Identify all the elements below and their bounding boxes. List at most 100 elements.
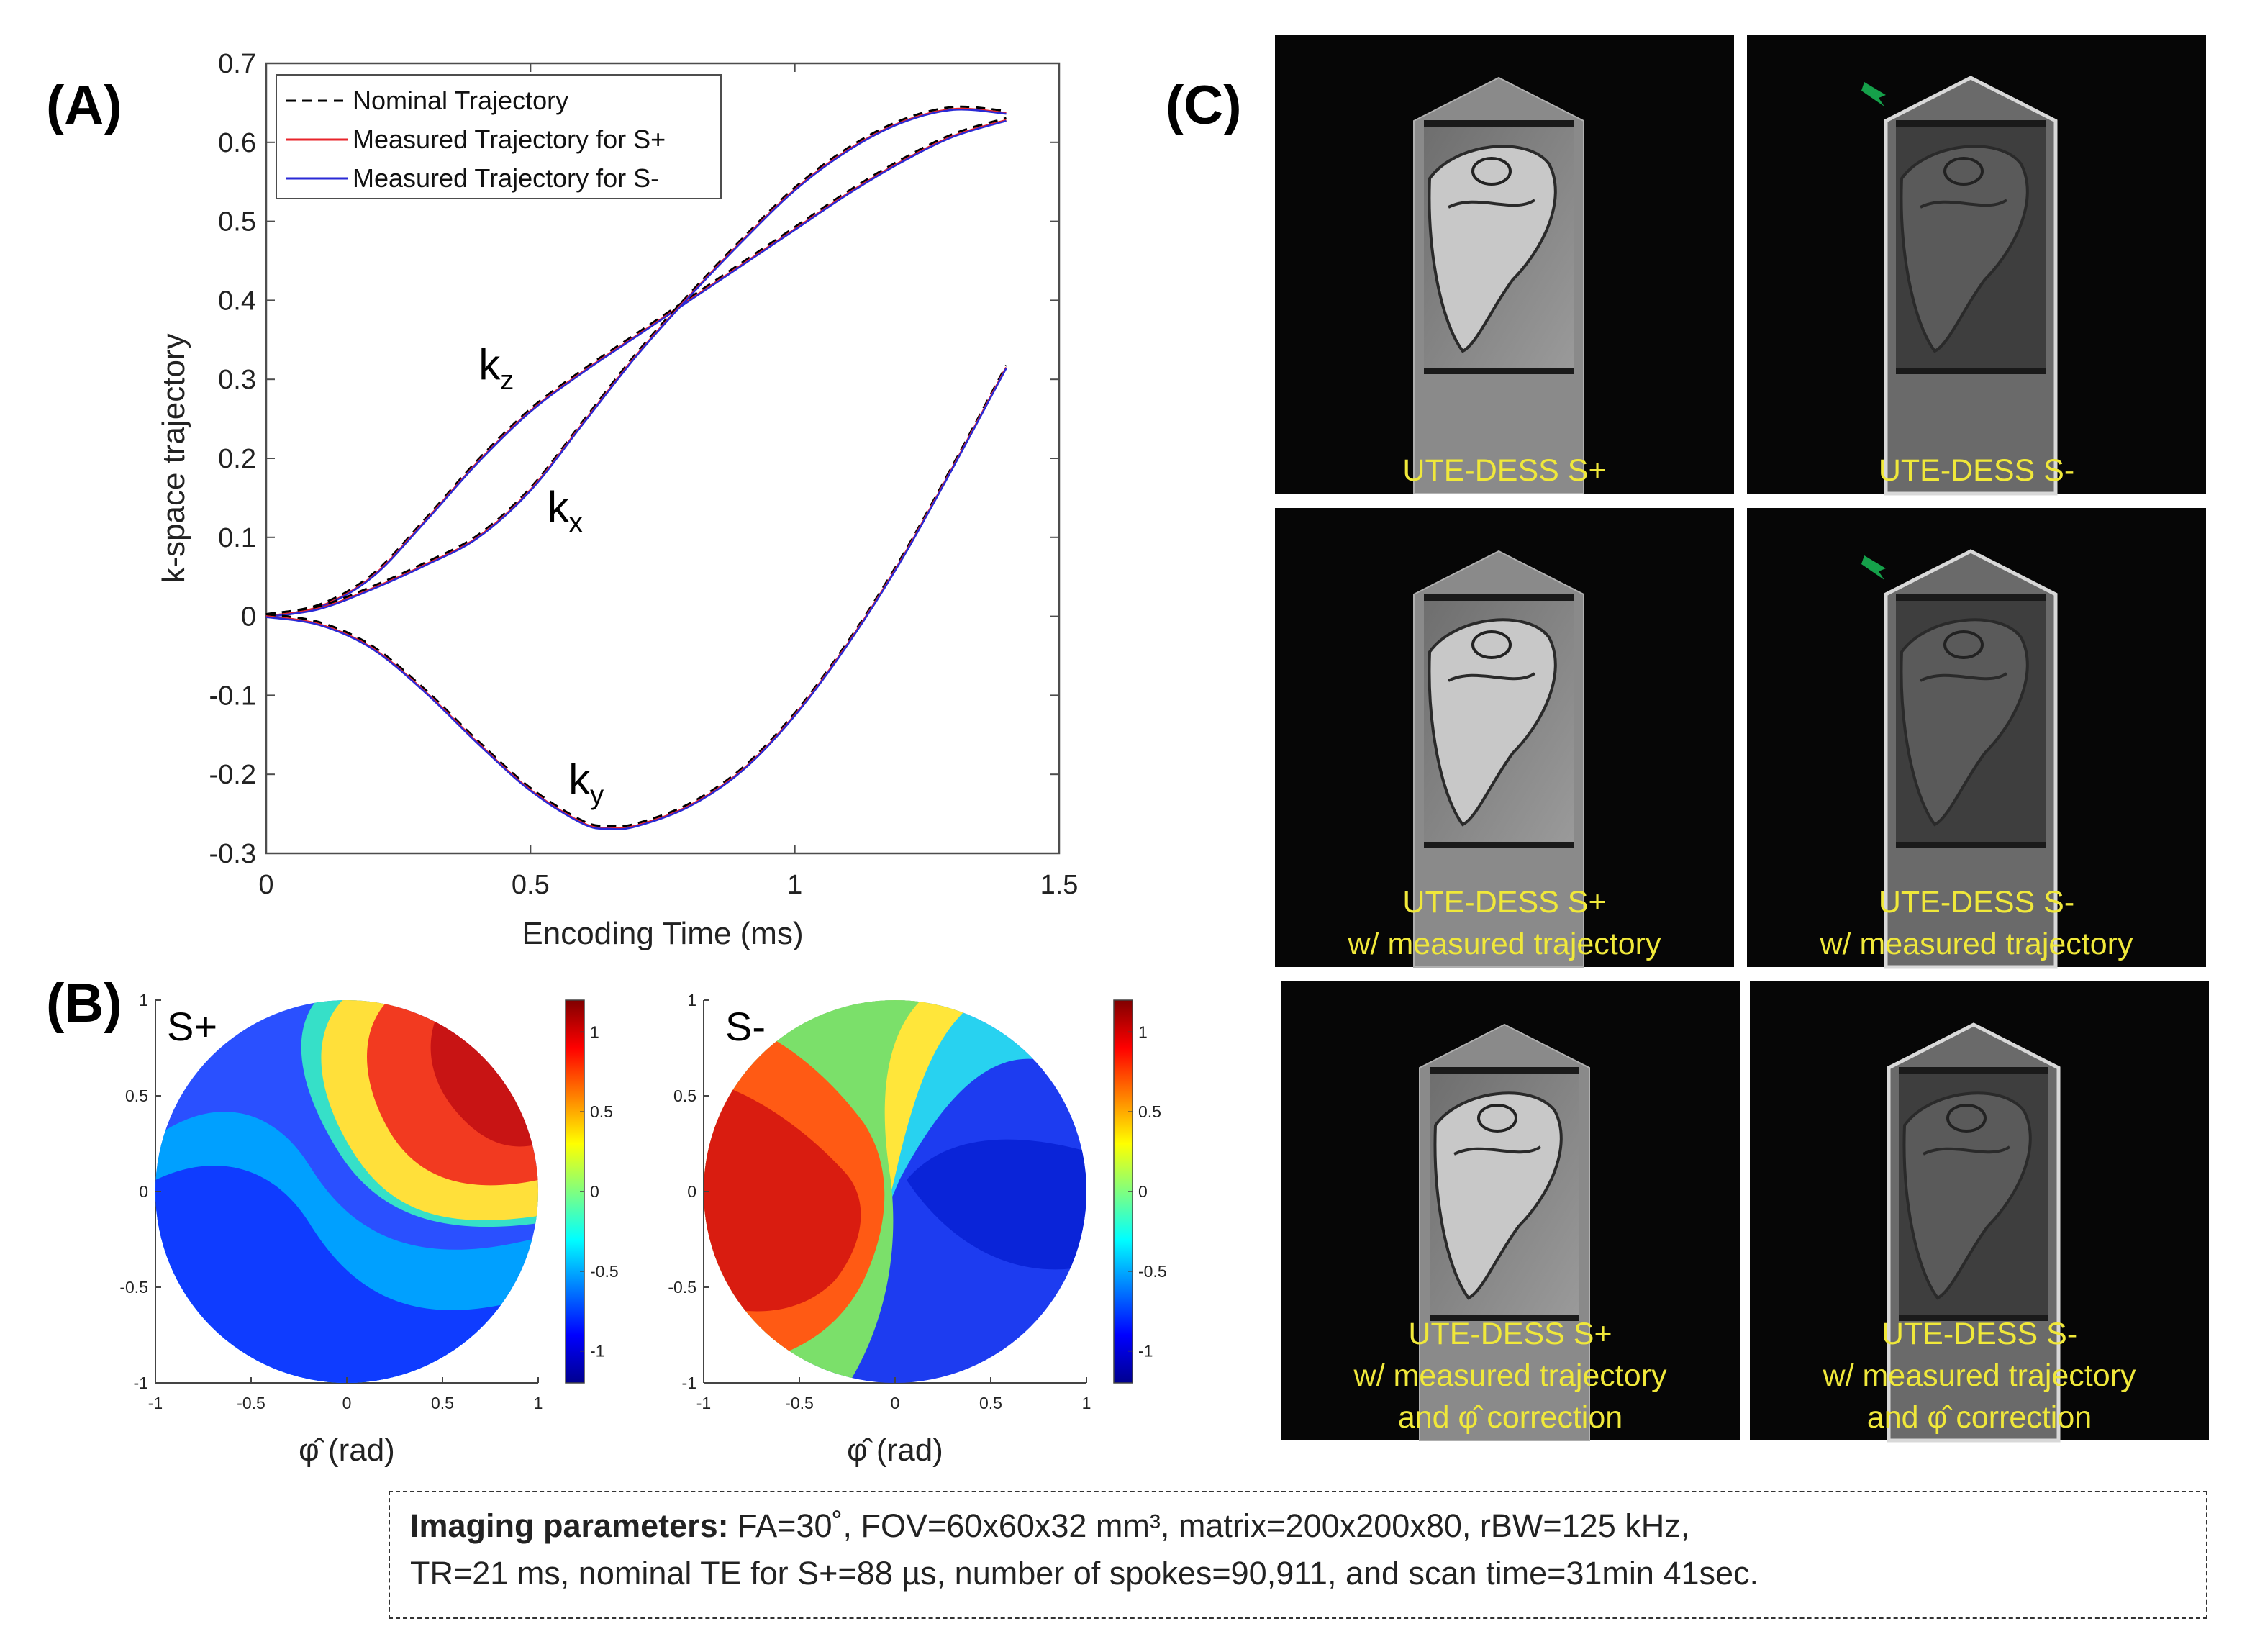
x-axis-label: Encoding Time (ms) [522,916,803,951]
curve-label-base: k [478,340,501,389]
sminus-kz-line [266,119,1007,618]
tissue-sample [1900,618,2029,827]
map-y-tick-label: -0.5 [668,1278,696,1297]
tissue-contour [1923,1145,2011,1156]
map-y-tick-label: 0.5 [125,1086,148,1105]
y-tick-label: 0.6 [218,128,256,158]
params-line-2: TR=21 ms, nominal TE for S+=88 µs, numbe… [410,1555,1759,1592]
mri-caption-line: UTE-DESS S- [1882,1317,2077,1351]
y-tick-label: -0.3 [209,839,256,869]
curve-label-sub: y [590,781,604,811]
mri-caption-line: w/ measured trajectory [1348,927,1661,961]
legend-entry-nominal: Nominal Trajectory [353,86,568,115]
mri-image-c12: UTE-DESS S- [1747,35,2206,496]
splus-x-label: φ̂ (rad) [299,1433,395,1468]
curve-label-kx: kx [548,483,583,538]
map-y-tick-label: -1 [134,1374,148,1392]
splus-heatmap [155,1000,538,1383]
y-axis-label: k-space trajectory [156,333,191,583]
x-tick-label: 0.5 [512,870,550,900]
curve-label-sub: z [500,366,514,396]
tissue-contour [1920,672,2008,682]
colorbar-tick-label: 1 [590,1022,599,1041]
mri-image-grid: UTE-DESS S+ UTE-DESS S- UTE-DESS S+ w/ meas… [1275,35,2209,1443]
tissue-structure [1471,157,1512,186]
mri-image-c21: UTE-DESS S+ w/ measured trajectory [1275,508,1734,968]
map-y-tick-label: -1 [682,1374,696,1392]
tissue-structure [1477,1104,1517,1133]
x-tick-label: 1 [787,870,802,900]
legend-entry-splus: Measured Trajectory for S+ [353,124,666,154]
mri-caption-line: w/ measured trajectory [1820,927,2133,961]
map-x-tick-label: -0.5 [237,1394,266,1412]
map-y-tick-label: -0.5 [119,1278,148,1297]
y-tick-label: 0.1 [218,523,256,553]
y-tick-label: 0.3 [218,365,256,395]
mri-caption-line: and φ̂ correction [1398,1400,1622,1435]
tissue-sample [1902,1092,2032,1300]
mri-image-c11: UTE-DESS S+ [1275,35,1734,494]
sminus-ky-line [266,368,1007,830]
mri-caption-line: and φ̂ correction [1867,1400,2092,1435]
mri-caption-line: UTE-DESS S- [1879,453,2074,488]
map-y-tick-label: 1 [139,991,148,1009]
tissue-structure [1943,157,1984,186]
params-line-1: Imaging parameters: FA=30˚, FOV=60x60x32… [410,1502,2186,1550]
map-x-tick-label: 1 [534,1394,543,1412]
tissue-sample [1428,145,1557,353]
colorbar-tick-label: 0 [1138,1182,1148,1201]
tissue-structure [1946,1104,1987,1133]
tissue-structure [1471,630,1512,659]
sminus-x-label: φ̂ (rad) [847,1433,943,1468]
y-tick-label: 0 [241,602,256,632]
map-x-tick-label: 0.5 [979,1394,1002,1412]
map-x-tick-label: 0 [342,1394,352,1412]
curve-label-ky: ky [568,755,604,811]
map-x-tick-label: 0 [891,1394,900,1412]
mri-image-c22: UTE-DESS S-w/ measured trajectory [1747,508,2206,969]
params-label: Imaging parameters: [410,1507,729,1544]
colorbar-tick-label: 0.5 [1138,1102,1161,1121]
mri-image-c31: UTE-DESS S+ w/ measured trajectory and φ̂ … [1281,981,1740,1441]
map-x-tick-label: 0.5 [431,1394,454,1412]
tissue-contour [1920,199,2008,209]
map-y-tick-label: 0 [139,1182,148,1201]
mri-caption-line: w/ measured trajectory [1353,1358,1667,1393]
y-tick-label: -0.1 [209,681,256,711]
phase-map-sminus: -1 -0.5 0 0.5 1 1 0.5 0 -0.5 -1 S- φ̂ (rad) 1 0.5 0… [668,991,1166,1468]
tissue-contour [1448,672,1536,682]
colorbar-tick-label: -1 [1138,1342,1153,1361]
legend: Nominal Trajectory Measured Trajectory f… [276,74,722,199]
colorbar-tick-label: 1 [1138,1022,1148,1041]
map-y-tick-label: 0.5 [673,1086,696,1105]
nominal-kx-line [266,105,1007,616]
panel-b-label: (B) [46,973,122,1034]
legend-entry-sminus: Measured Trajectory for S- [353,163,659,193]
phase-map-splus: -1 -0.5 0 0.5 1 1 0.5 0 -0.5 -1 S+ φ̂ (rad) 1 0.5 0… [119,991,618,1468]
y-tick-label: -0.2 [209,760,256,790]
sminus-map-title: S- [725,1004,766,1049]
map-y-tick-label: 1 [687,991,696,1009]
tissue-structure [1943,630,1984,659]
panel-a-label: (A) [46,75,122,136]
y-tick-label: 0.7 [218,49,256,79]
mri-caption-line: UTE-DESS S+ [1408,1317,1612,1351]
imaging-parameters-box: Imaging parameters: FA=30˚, FOV=60x60x32… [389,1491,2207,1619]
splus-map-title: S+ [167,1004,217,1049]
x-tick-label: 1.5 [1040,870,1079,900]
tissue-contour [1453,1145,1542,1156]
x-tick-label: 0 [258,870,273,900]
curve-label-sub: x [569,508,583,538]
nominal-ky-line [266,365,1007,827]
map-y-tick-label: 0 [687,1182,696,1201]
map-x-tick-label: -0.5 [785,1394,814,1412]
mri-caption-line: UTE-DESS S+ [1402,453,1606,488]
mri-caption-line: w/ measured trajectory [1823,1358,2136,1393]
green-arrow-icon [1861,555,1886,580]
mri-image-c32: UTE-DESS S-w/ measured trajectory and φ̂ … [1750,981,2209,1443]
panel-c-label: (C) [1166,75,1242,136]
tissue-contour [1448,199,1536,209]
colorbar-tick-label: -0.5 [1138,1262,1167,1281]
mri-caption-line: UTE-DESS S- [1879,885,2074,920]
trajectory-chart: -0.3 -0.2 -0.1 0 0.1 0.2 0.3 0.4 0.5 0.6 0.7 0 0.5 1… [156,49,1078,951]
